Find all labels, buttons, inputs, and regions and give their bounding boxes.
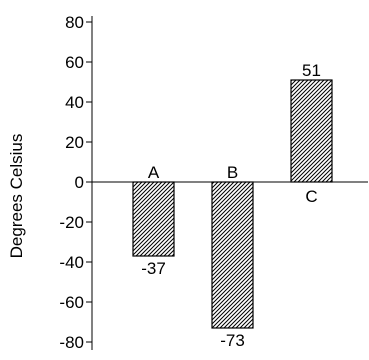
y-tick-label: -60 <box>59 293 84 312</box>
y-tick-label: 20 <box>65 133 84 152</box>
bar-c <box>290 79 333 183</box>
y-tick-label: 0 <box>75 173 84 192</box>
category-label: B <box>227 163 238 182</box>
category-label: A <box>148 163 160 182</box>
value-label: -37 <box>141 259 166 278</box>
y-tick-label: 40 <box>65 93 84 112</box>
y-tick-label: 60 <box>65 53 84 72</box>
value-label: -73 <box>220 331 245 350</box>
y-tick-label: -20 <box>59 213 84 232</box>
y-tick-label: 80 <box>65 13 84 32</box>
category-label: C <box>305 187 317 206</box>
y-tick-label: -40 <box>59 253 84 272</box>
bars: A -37 B -73 C 51 <box>132 61 333 350</box>
y-axis-title: Degrees Celsius <box>7 134 26 259</box>
bar-a <box>132 181 175 257</box>
value-label: 51 <box>302 61 321 80</box>
y-tick-label: -80 <box>59 333 84 352</box>
bar-b <box>211 181 254 329</box>
